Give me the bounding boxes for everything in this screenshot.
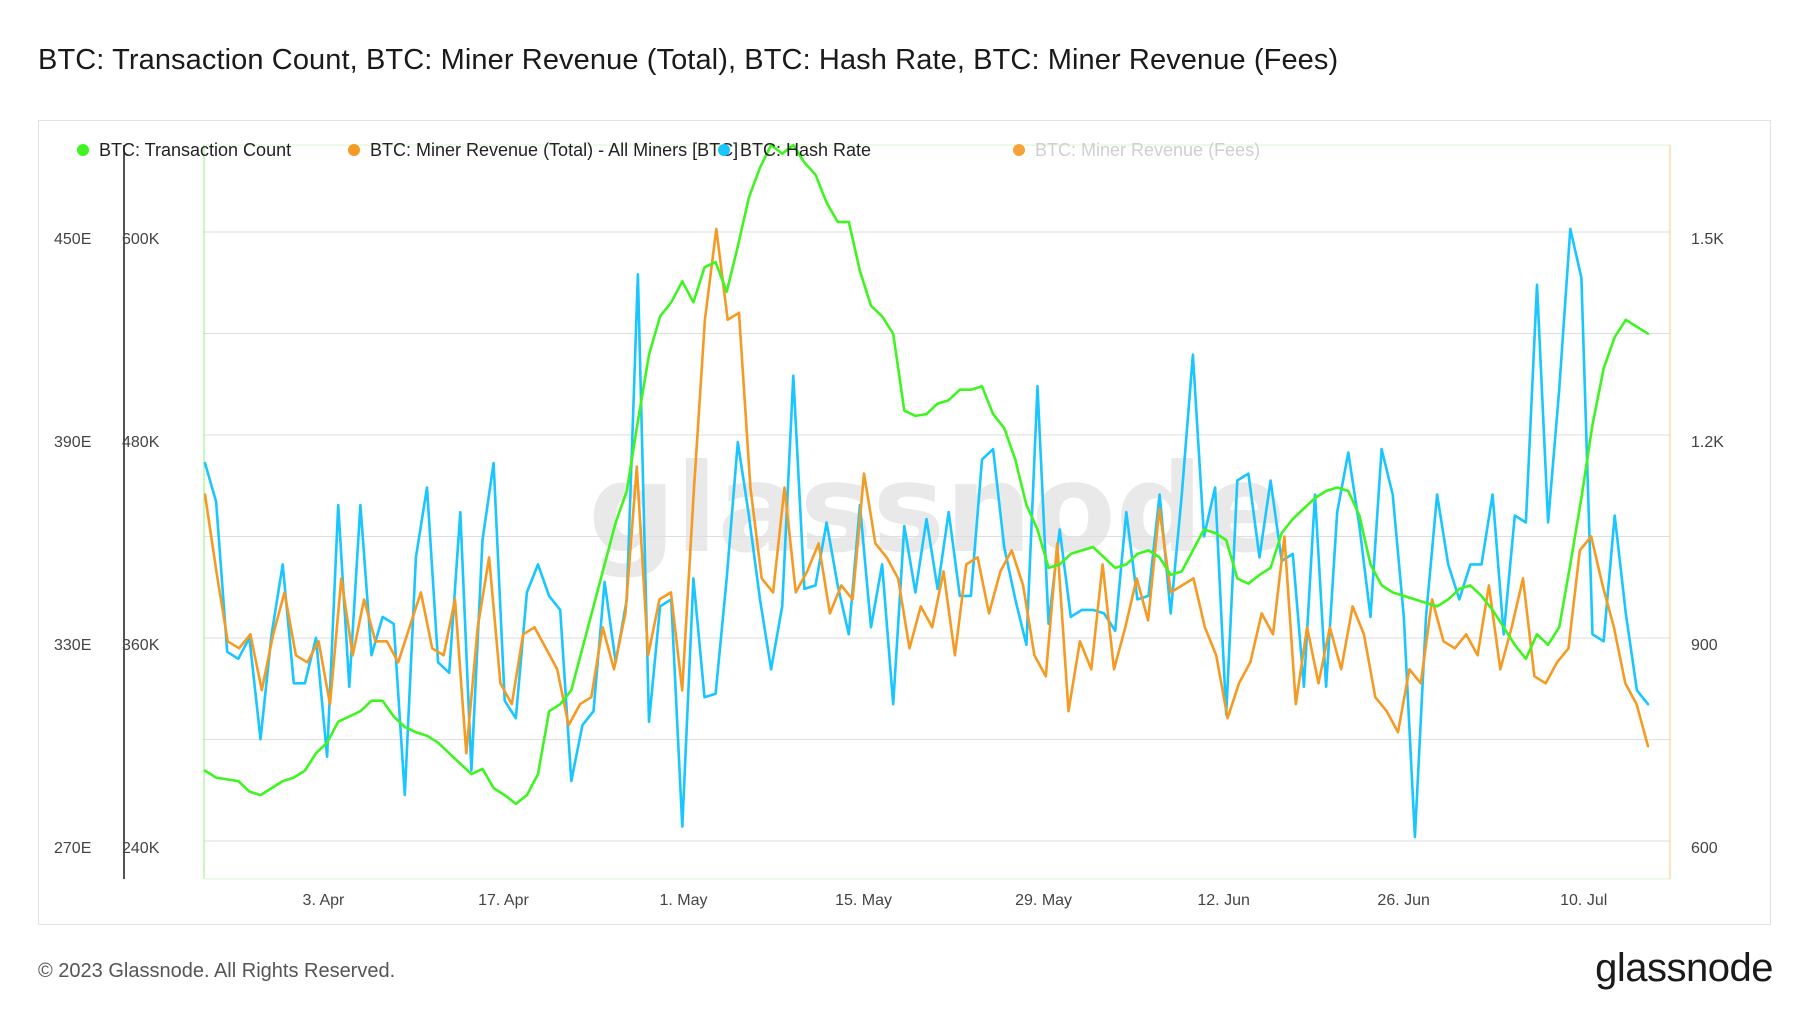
revenue-tick-label: 600 xyxy=(1691,840,1718,857)
legend-label-0: BTC: Transaction Count xyxy=(99,140,291,160)
series-line-1 xyxy=(203,227,1650,755)
x-tick-label: 3. Apr xyxy=(303,892,345,909)
legend-label-3: BTC: Miner Revenue (Fees) xyxy=(1035,140,1260,160)
chart-canvas: glassnode 270E 330E 390E 450E 240K 360K 480K 60… xyxy=(54,140,1724,909)
x-tick-label: 12. Jun xyxy=(1197,892,1249,909)
revenue-tick-label: 1.2K xyxy=(1691,434,1724,451)
legend-marker-3 xyxy=(1013,144,1025,156)
tx-tick-label: 240K xyxy=(122,840,160,857)
tx-tick-label: 360K xyxy=(122,637,160,654)
revenue-tick-label: 900 xyxy=(1691,637,1718,654)
chart-frame: glassnode 270E 330E 390E 450E 240K 360K 480K 60… xyxy=(38,120,1771,925)
legend-marker-0 xyxy=(77,144,89,156)
tx-tick-label: 480K xyxy=(122,434,160,451)
page-title: BTC: Transaction Count, BTC: Miner Reven… xyxy=(38,44,1339,76)
legend-label-2: BTC: Hash Rate xyxy=(740,140,871,160)
revenue-tick-label: 1.5K xyxy=(1691,231,1724,248)
footer-copyright: © 2023 Glassnode. All Rights Reserved. xyxy=(38,960,396,982)
watermark-text: glassnode xyxy=(588,438,1285,580)
x-tick-label: 1. May xyxy=(660,892,708,909)
hashrate-tick-label: 390E xyxy=(54,434,91,451)
hashrate-tick-label: 330E xyxy=(54,637,91,654)
legend-marker-2 xyxy=(718,144,730,156)
series-line-0 xyxy=(203,143,1650,806)
glassnode-logo: glassnode xyxy=(1595,946,1773,990)
hashrate-tick-label: 450E xyxy=(54,231,91,248)
x-tick-label: 26. Jun xyxy=(1377,892,1429,909)
legend-label-1: BTC: Miner Revenue (Total) - All Miners … xyxy=(370,140,738,160)
x-tick-label: 29. May xyxy=(1015,892,1072,909)
series-line-2 xyxy=(203,227,1650,839)
legend-marker-1 xyxy=(348,144,360,156)
hashrate-tick-label: 270E xyxy=(54,840,91,857)
x-tick-label: 10. Jul xyxy=(1560,892,1607,909)
x-tick-label: 17. Apr xyxy=(478,892,529,909)
tx-tick-label: 600K xyxy=(122,231,160,248)
x-tick-label: 15. May xyxy=(835,892,892,909)
